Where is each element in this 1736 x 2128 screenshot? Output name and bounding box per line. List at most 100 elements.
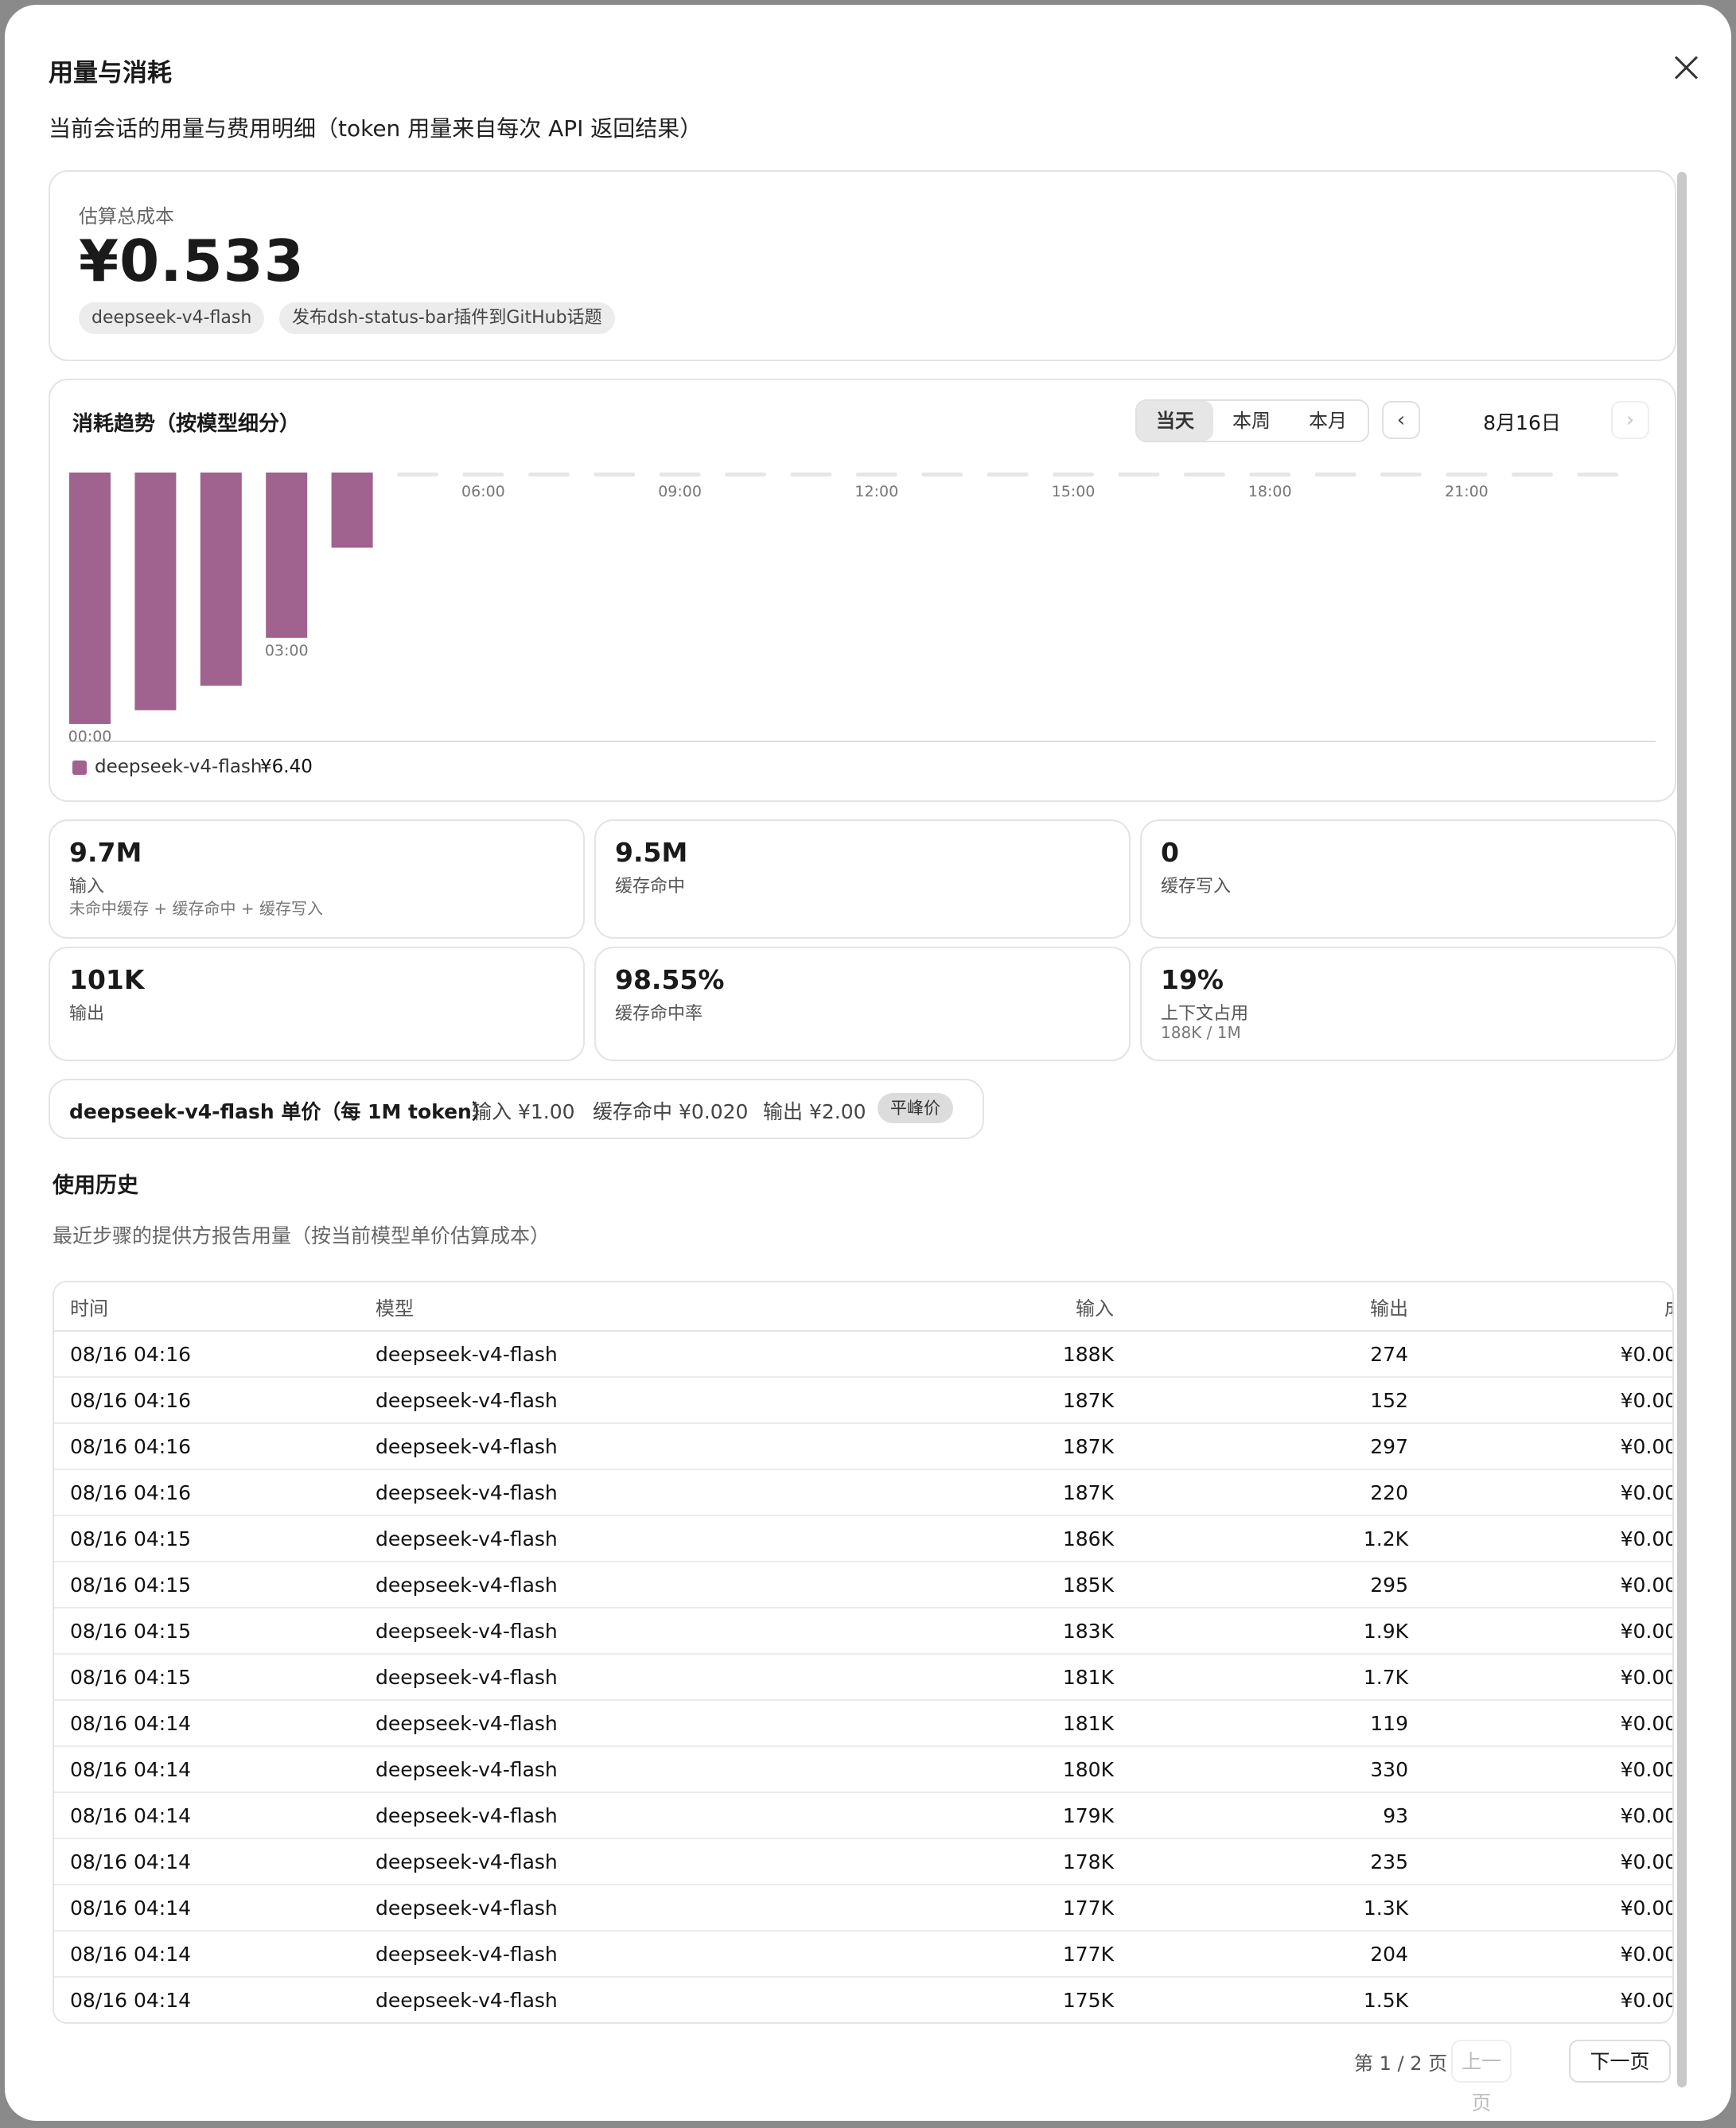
chart-bar-empty <box>1577 473 1619 477</box>
cell-output: 1.3K <box>1130 1885 1424 1932</box>
cell-model: deepseek-v4-flash <box>360 1792 773 1839</box>
stat-card-cache-rate: 98.55% 缓存命中率 <box>594 947 1131 1061</box>
cell-cost: ¥0.0076 <box>1424 1608 1672 1655</box>
cell-cost: ¥0.0045 <box>1424 1423 1672 1470</box>
close-icon[interactable] <box>1669 51 1704 86</box>
date-label: 8月16日 <box>1483 411 1561 434</box>
stat-label: 输出 <box>69 1004 105 1024</box>
peak-badge: 平峰价 <box>878 1093 953 1123</box>
table-header: 时间 模型 输入 输出 成本 <box>54 1282 1672 1332</box>
next-day-button[interactable]: › <box>1611 401 1649 439</box>
cell-model: deepseek-v4-flash <box>360 1423 773 1470</box>
pricing-title: deepseek-v4-flash 单价（每 1M token） <box>69 1100 492 1123</box>
table-row: 08/16 04:14deepseek-v4-flash181K119¥0.00… <box>54 1700 1672 1747</box>
session-tag: 发布dsh-status-bar插件到GitHub话题 <box>279 302 615 334</box>
total-cost-card: 估算总成本 ¥0.533 deepseek-v4-flash 发布dsh-sta… <box>49 170 1676 361</box>
chart-bar-empty <box>397 473 438 477</box>
cell-output: 93 <box>1130 1792 1424 1839</box>
total-cost-label: 估算总成本 <box>79 205 174 228</box>
chart-bar[interactable] <box>134 473 177 710</box>
col-time: 时间 <box>54 1282 360 1332</box>
chart-bar[interactable] <box>266 473 308 638</box>
cell-model: deepseek-v4-flash <box>360 1562 773 1609</box>
table-row: 08/16 04:14deepseek-v4-flash179K93¥0.003… <box>54 1792 1672 1839</box>
cell-input: 187K <box>773 1469 1130 1516</box>
cell-output: 330 <box>1130 1746 1424 1793</box>
x-tick-label: 12:00 <box>854 483 898 500</box>
cell-input: 188K <box>773 1331 1130 1378</box>
cell-input: 181K <box>773 1654 1130 1701</box>
cell-cost: ¥0.0040 <box>1424 1931 1672 1978</box>
chart-bar-empty <box>527 473 570 477</box>
price-cache-hit: 缓存命中 ¥0.020 <box>593 1100 749 1123</box>
cell-cost: ¥0.0044 <box>1424 1562 1672 1609</box>
cell-time: 08/16 04:14 <box>54 1746 360 1793</box>
chart-bar-empty <box>1249 473 1291 477</box>
cell-cost: ¥0.0076 <box>1424 1654 1672 1701</box>
cell-input: 177K <box>773 1931 1130 1978</box>
x-tick-label: 09:00 <box>658 483 702 500</box>
x-tick-label: 03:00 <box>265 642 309 659</box>
range-month[interactable]: 本月 <box>1309 410 1347 432</box>
col-input: 输入 <box>773 1282 1130 1332</box>
pager-info: 第 1 / 2 页 <box>1354 2052 1448 2075</box>
cell-cost: ¥0.0063 <box>1424 1515 1672 1562</box>
cell-cost: ¥0.0064 <box>1424 1885 1672 1932</box>
stat-label: 缓存写入 <box>1161 877 1232 897</box>
chart-bar-empty <box>1511 473 1553 477</box>
cell-input: 178K <box>773 1838 1130 1885</box>
scrollbar[interactable] <box>1677 172 1687 2087</box>
cell-output: 1.2K <box>1130 1515 1424 1562</box>
price-input: 输入 ¥1.00 <box>472 1100 575 1123</box>
cell-output: 297 <box>1130 1423 1424 1470</box>
cell-time: 08/16 04:14 <box>70 1988 192 2012</box>
stat-value: 19% <box>1161 964 1224 995</box>
cell-time: 08/16 04:14 <box>54 1885 360 1932</box>
range-today[interactable]: 当天 <box>1137 401 1213 441</box>
legend-total: ¥6.40 <box>260 757 313 777</box>
x-tick-label: 18:00 <box>1248 483 1292 500</box>
cell-time: 08/16 04:15 <box>54 1654 360 1701</box>
chart-bar-empty <box>1118 473 1160 477</box>
cell-time: 08/16 04:16 <box>54 1423 360 1470</box>
chart-bar-empty <box>1380 473 1422 477</box>
cell-time: 08/16 04:16 <box>54 1377 360 1424</box>
cell-input: 175K <box>1062 1988 1114 2012</box>
chart-bar-empty <box>987 473 1029 477</box>
cell-cost: ¥0.0065 <box>1620 1988 1672 2012</box>
legend-swatch <box>72 761 87 775</box>
cell-output: 295 <box>1130 1562 1424 1609</box>
cell-output: 152 <box>1130 1377 1424 1424</box>
cell-cost: ¥0.0039 <box>1424 1700 1672 1747</box>
stat-card-output: 101K 输出 <box>49 947 585 1061</box>
cell-output: 204 <box>1130 1931 1424 1978</box>
stat-label: 上下文占用 <box>1161 1004 1249 1024</box>
chart-bar-empty <box>725 473 766 477</box>
chart-bar[interactable] <box>331 473 373 548</box>
next-page-button[interactable]: 下一页 <box>1569 2040 1671 2083</box>
prev-day-button[interactable]: ‹ <box>1382 401 1420 439</box>
chart-bar[interactable] <box>200 473 242 686</box>
cell-input: 187K <box>773 1423 1130 1470</box>
cell-cost: ¥0.0042 <box>1424 1838 1672 1885</box>
stat-value: 0 <box>1161 837 1179 868</box>
chart-bar-empty <box>462 473 504 477</box>
range-week[interactable]: 本周 <box>1232 410 1271 432</box>
cell-cost: ¥0.0059 <box>1424 1746 1672 1793</box>
cell-input: 179K <box>773 1792 1130 1839</box>
cell-input: 187K <box>773 1377 1130 1424</box>
trend-card: 消耗趋势（按模型细分） 当天 本周 本月 ‹ 8月16日 › 00:00 03:0… <box>49 379 1676 802</box>
prev-page-button[interactable]: 上一页 <box>1451 2040 1512 2114</box>
table-row: 08/16 04:14deepseek-v4-flash177K204¥0.00… <box>54 1931 1672 1978</box>
chart-bar[interactable] <box>69 473 111 724</box>
table-row: 08/16 04:15 deepseek-v4-flash 186K 1.2K ¥0.0… <box>54 1515 1672 1562</box>
stat-card-context: 19% 上下文占用 188K / 1M <box>1140 947 1676 1061</box>
stat-label: 输入 <box>69 877 105 897</box>
cell-model: deepseek-v4-flash <box>360 1654 773 1701</box>
dialog-subtitle: 当前会话的用量与费用明细（token 用量来自每次 API 返回结果） <box>49 115 703 142</box>
stat-value: 9.7M <box>69 837 142 868</box>
stat-sub: 未命中缓存 + 缓存命中 + 缓存写入 <box>69 899 323 918</box>
cell-cost: ¥0.0044 <box>1424 1331 1672 1378</box>
stat-card-input: 9.7M 输入 未命中缓存 + 缓存命中 + 缓存写入 <box>49 819 585 939</box>
cell-output: 1.5K <box>1363 1988 1408 2012</box>
